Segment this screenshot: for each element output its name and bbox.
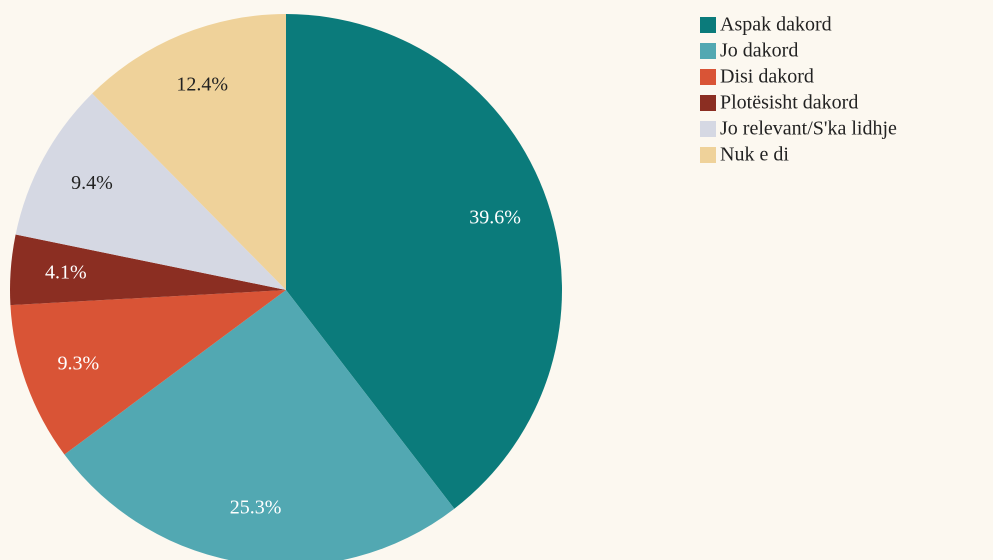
slice-label: 9.4%: [71, 172, 113, 194]
pie-slice: [92, 14, 286, 290]
legend-swatch: [700, 95, 716, 111]
pie-slice: [15, 93, 287, 290]
legend-swatch: [700, 69, 716, 85]
legend-swatch: [700, 43, 716, 59]
slice-label: 4.1%: [45, 261, 87, 283]
legend-label: Disi dakord: [720, 66, 814, 88]
legend-label: Jo dakord: [720, 40, 798, 62]
legend-label: Plotësisht dakord: [720, 92, 858, 114]
slice-label: 12.4%: [176, 73, 228, 95]
legend-label: Nuk e di: [720, 144, 789, 166]
slice-label: 25.3%: [230, 496, 282, 518]
legend-label: Jo relevant/S'ka lidhje: [720, 118, 897, 140]
pie-slice: [64, 290, 455, 560]
legend-swatch: [700, 147, 716, 163]
slice-label: 39.6%: [469, 206, 521, 228]
legend-swatch: [700, 17, 716, 33]
pie-slice: [286, 14, 562, 509]
pie-slice: [10, 290, 287, 455]
pie-slice: [9, 234, 286, 306]
legend-swatch: [700, 121, 716, 137]
legend-label: Aspak dakord: [720, 14, 832, 36]
slice-label: 9.3%: [58, 353, 100, 375]
